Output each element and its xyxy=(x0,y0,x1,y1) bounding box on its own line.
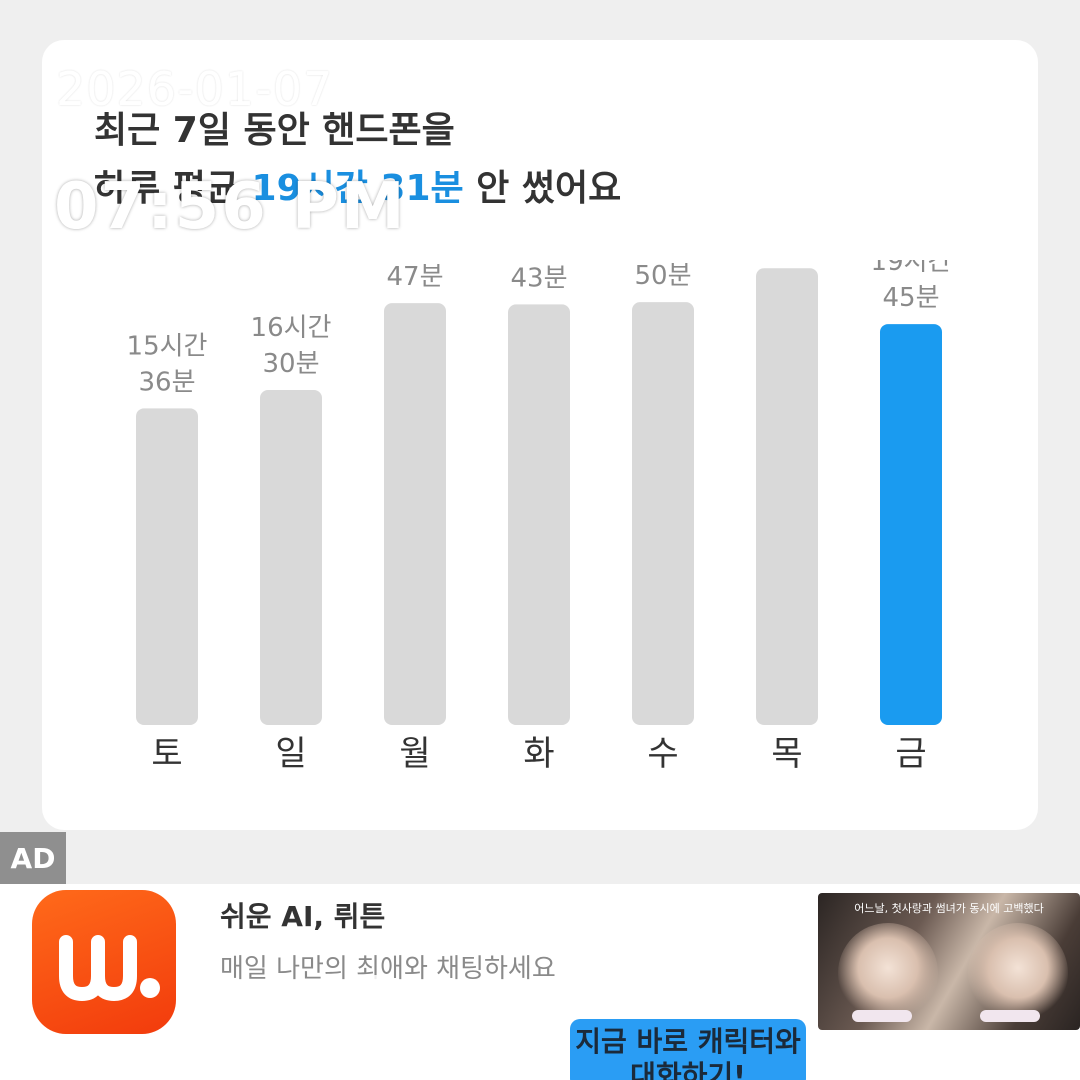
category-label-0: 토 xyxy=(151,734,182,774)
watermark: Timespread xyxy=(330,972,706,1026)
bar-value-label-2-1: 47분 xyxy=(386,262,443,292)
headline-suffix: 안 썼어요 xyxy=(463,168,622,209)
usage-bar-chart: 15시간36분토16시간30분일20시간47분월20시간43분화20시간50분수… xyxy=(42,260,1038,780)
overlay-date: 2026-01-07 xyxy=(56,62,334,116)
category-label-5: 목 xyxy=(771,734,802,774)
category-label-3: 화 xyxy=(523,734,554,774)
headline-line-2: 하루 평균 19시간 31분 안 썼어요 xyxy=(94,160,621,218)
bar-value-label-4-1: 50분 xyxy=(634,261,691,291)
ad-title[interactable]: 쉬운 AI, 뤼튼 xyxy=(220,900,386,933)
category-label-1: 일 xyxy=(275,734,306,774)
bar-0 xyxy=(136,408,198,725)
watermark-logo-icon xyxy=(330,975,378,1023)
ad-image[interactable]: 어느날, 첫사랑과 썸녀가 동시에 고백했다 xyxy=(818,893,1080,1030)
bar-4 xyxy=(632,302,694,725)
wrtn-app-icon[interactable] xyxy=(32,890,176,1034)
ad-image-pill-right xyxy=(980,1010,1040,1022)
overlay-time: 07:56 PM xyxy=(54,170,407,244)
usage-headline: 최근 7일 동안 핸드폰을 하루 평균 19시간 31분 안 썼어요 xyxy=(94,102,621,218)
bar-value-label-0-1: 36분 xyxy=(138,367,195,397)
watermark-text: Timespread xyxy=(392,972,707,1026)
bar-value-label-1-1: 30분 xyxy=(262,349,319,379)
ad-description[interactable]: 매일 나만의 최애와 채팅하세요 xyxy=(220,954,556,984)
ad-image-pill-left xyxy=(852,1010,912,1022)
character-face-right xyxy=(968,923,1068,1023)
ad-tag: AD xyxy=(0,832,66,884)
bar-value-label-6-1: 45분 xyxy=(882,283,939,313)
category-label-6: 금 xyxy=(895,734,926,774)
bar-6 xyxy=(880,324,942,725)
headline-line-1: 최근 7일 동안 핸드폰을 xyxy=(94,110,455,151)
chart-svg: 15시간36분토16시간30분일20시간47분월20시간43분화20시간50분수… xyxy=(127,260,952,774)
headline-prefix: 하루 평균 xyxy=(94,168,252,209)
category-label-4: 수 xyxy=(647,734,678,774)
headline-average-time: 19시간 31분 xyxy=(251,168,464,209)
bar-value-label-3-1: 43분 xyxy=(510,263,567,293)
bar-2 xyxy=(384,303,446,725)
bar-value-label-6-0: 19시간 xyxy=(871,260,952,277)
bar-5 xyxy=(756,268,818,725)
character-face-left xyxy=(838,923,938,1023)
bar-1 xyxy=(260,390,322,725)
ad-image-caption: 어느날, 첫사랑과 썸녀가 동시에 고백했다 xyxy=(854,902,1044,915)
bar-3 xyxy=(508,304,570,725)
bar-value-label-1-0: 16시간 xyxy=(251,313,332,343)
ad-cta-button[interactable]: 지금 바로 캐릭터와 대화하기! xyxy=(570,1019,806,1080)
wrtn-logo-icon xyxy=(59,935,160,1001)
category-label-2: 월 xyxy=(399,734,430,774)
bar-value-label-0-0: 15시간 xyxy=(127,331,208,361)
